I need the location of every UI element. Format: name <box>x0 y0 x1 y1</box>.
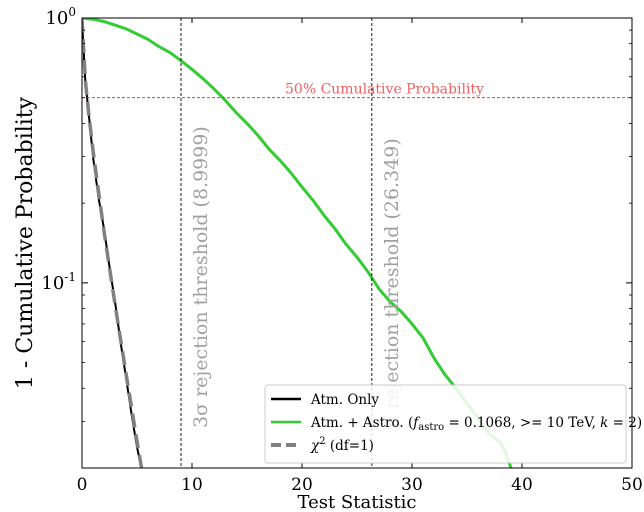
y-tick-label: 10-1 <box>41 270 76 294</box>
x-tick-label: 40 <box>511 475 533 495</box>
threshold-label-2: σ rejection threshold (26.349) <box>381 138 403 428</box>
fifty-percent-label: 50% Cumulative Probability <box>285 82 484 98</box>
x-tick-label: 30 <box>401 475 423 495</box>
legend: Atm. Only Atm. + Astro. (fastro = 0.1068,… <box>264 384 642 464</box>
series-line-3 <box>82 18 144 468</box>
legend-label-1: Atm. Only <box>310 392 379 408</box>
legend-label-3: χ2 (df=1) <box>310 436 374 454</box>
x-tick-label: 20 <box>291 475 313 495</box>
series-layer <box>82 18 513 468</box>
x-tick-label: 0 <box>77 475 88 495</box>
x-axis-label: Test Statistic <box>297 492 416 512</box>
y-axis-label: 1 - Cumulative Probability <box>13 96 38 389</box>
series-line-1 <box>82 20 143 468</box>
x-tick-label: 10 <box>181 475 203 495</box>
y-tick-label: 100 <box>45 5 76 29</box>
series-line-2 <box>82 18 513 468</box>
plot-area-frame <box>81 17 633 469</box>
axis-layer: 0 10 20 30 40 50 100 10-1 <box>41 5 642 495</box>
annotation-layer: 50% Cumulative Probability 3σ rejection t… <box>82 18 632 468</box>
threshold-label-1: 3σ rejection threshold (8.9999) <box>190 126 212 428</box>
legend-box <box>264 384 627 464</box>
legend-label-2: Atm. + Astro. (fastro = 0.1068, >= 10 Te… <box>310 415 642 433</box>
x-tick-label: 50 <box>621 475 643 495</box>
